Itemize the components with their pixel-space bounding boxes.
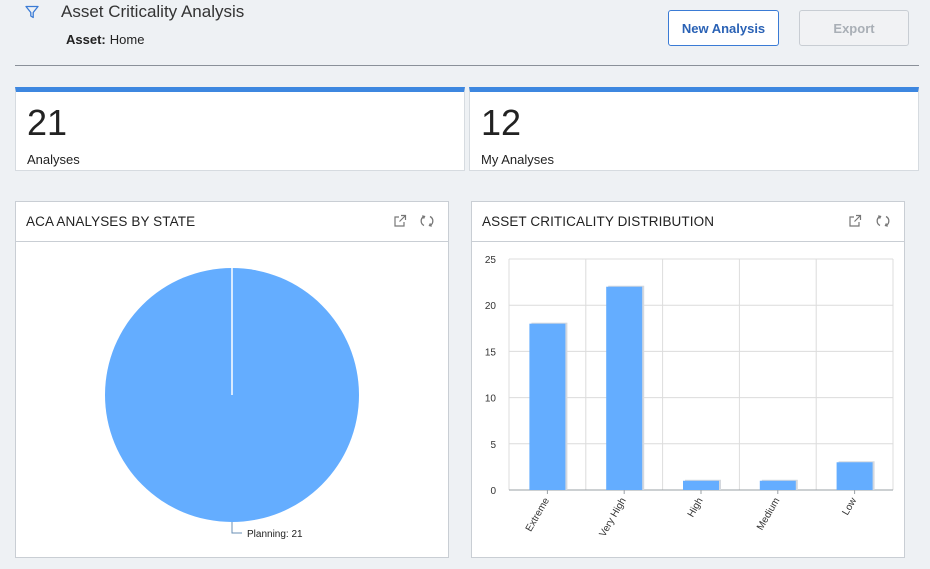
pie-slice-label: Planning: 21 bbox=[247, 529, 303, 540]
external-link-icon[interactable] bbox=[392, 213, 408, 229]
aca-by-state-panel: ACA ANALYSES BY STATE Planning: 21 bbox=[15, 201, 449, 558]
bar[interactable] bbox=[683, 480, 719, 490]
y-tick-label: 25 bbox=[485, 255, 497, 266]
panel-title: ASSET CRITICALITY DISTRIBUTION bbox=[482, 214, 715, 229]
criticality-distribution-panel: ASSET CRITICALITY DISTRIBUTION 0 5 10 15 20 2… bbox=[471, 201, 905, 558]
filter-icon[interactable] bbox=[24, 4, 40, 20]
kpi-analyses-tile[interactable]: 21 Analyses bbox=[15, 87, 465, 171]
x-tick-label: Extreme bbox=[524, 496, 552, 534]
kpi-my-analyses-caption: My Analyses bbox=[481, 152, 554, 167]
x-tick-label: Very High bbox=[598, 496, 629, 539]
y-tick-label: 0 bbox=[490, 486, 496, 497]
page-title: Asset Criticality Analysis bbox=[61, 2, 245, 21]
kpi-analyses-value: 21 bbox=[27, 102, 68, 143]
external-link-icon[interactable] bbox=[847, 213, 863, 229]
export-button[interactable]: Export bbox=[799, 10, 909, 46]
y-tick-label: 20 bbox=[485, 301, 497, 312]
x-tick-label: Low bbox=[840, 495, 859, 517]
criticality-bar-chart: 0 5 10 15 20 25 Extreme Very High High Medium Low bbox=[485, 255, 894, 539]
x-tick-label: High bbox=[686, 496, 706, 519]
asset-context: Asset: Home bbox=[66, 32, 144, 47]
asset-value: Home bbox=[109, 32, 145, 47]
y-tick-label: 5 bbox=[490, 440, 496, 451]
y-tick-label: 10 bbox=[485, 394, 497, 405]
x-tick-label: Medium bbox=[755, 496, 782, 532]
bar[interactable] bbox=[606, 286, 643, 490]
refresh-icon[interactable] bbox=[875, 213, 891, 229]
kpi-my-analyses-tile[interactable]: 12 My Analyses bbox=[469, 87, 919, 171]
bar[interactable] bbox=[759, 480, 796, 490]
kpi-analyses-caption: Analyses bbox=[27, 152, 80, 167]
asset-label: Asset: bbox=[66, 32, 106, 47]
panel-title: ACA ANALYSES BY STATE bbox=[26, 214, 196, 229]
new-analysis-button[interactable]: New Analysis bbox=[668, 10, 779, 46]
bar[interactable] bbox=[836, 462, 873, 490]
panel-header: ASSET CRITICALITY DISTRIBUTION bbox=[472, 202, 904, 242]
kpi-my-analyses-value: 12 bbox=[481, 102, 522, 143]
bar[interactable] bbox=[529, 323, 566, 490]
refresh-icon[interactable] bbox=[419, 213, 435, 229]
panel-header: ACA ANALYSES BY STATE bbox=[16, 202, 448, 242]
pie-label-leader bbox=[231, 522, 242, 534]
header-divider bbox=[15, 65, 919, 66]
state-pie-chart: Planning: 21 bbox=[105, 268, 359, 540]
y-tick-label: 15 bbox=[485, 347, 497, 358]
